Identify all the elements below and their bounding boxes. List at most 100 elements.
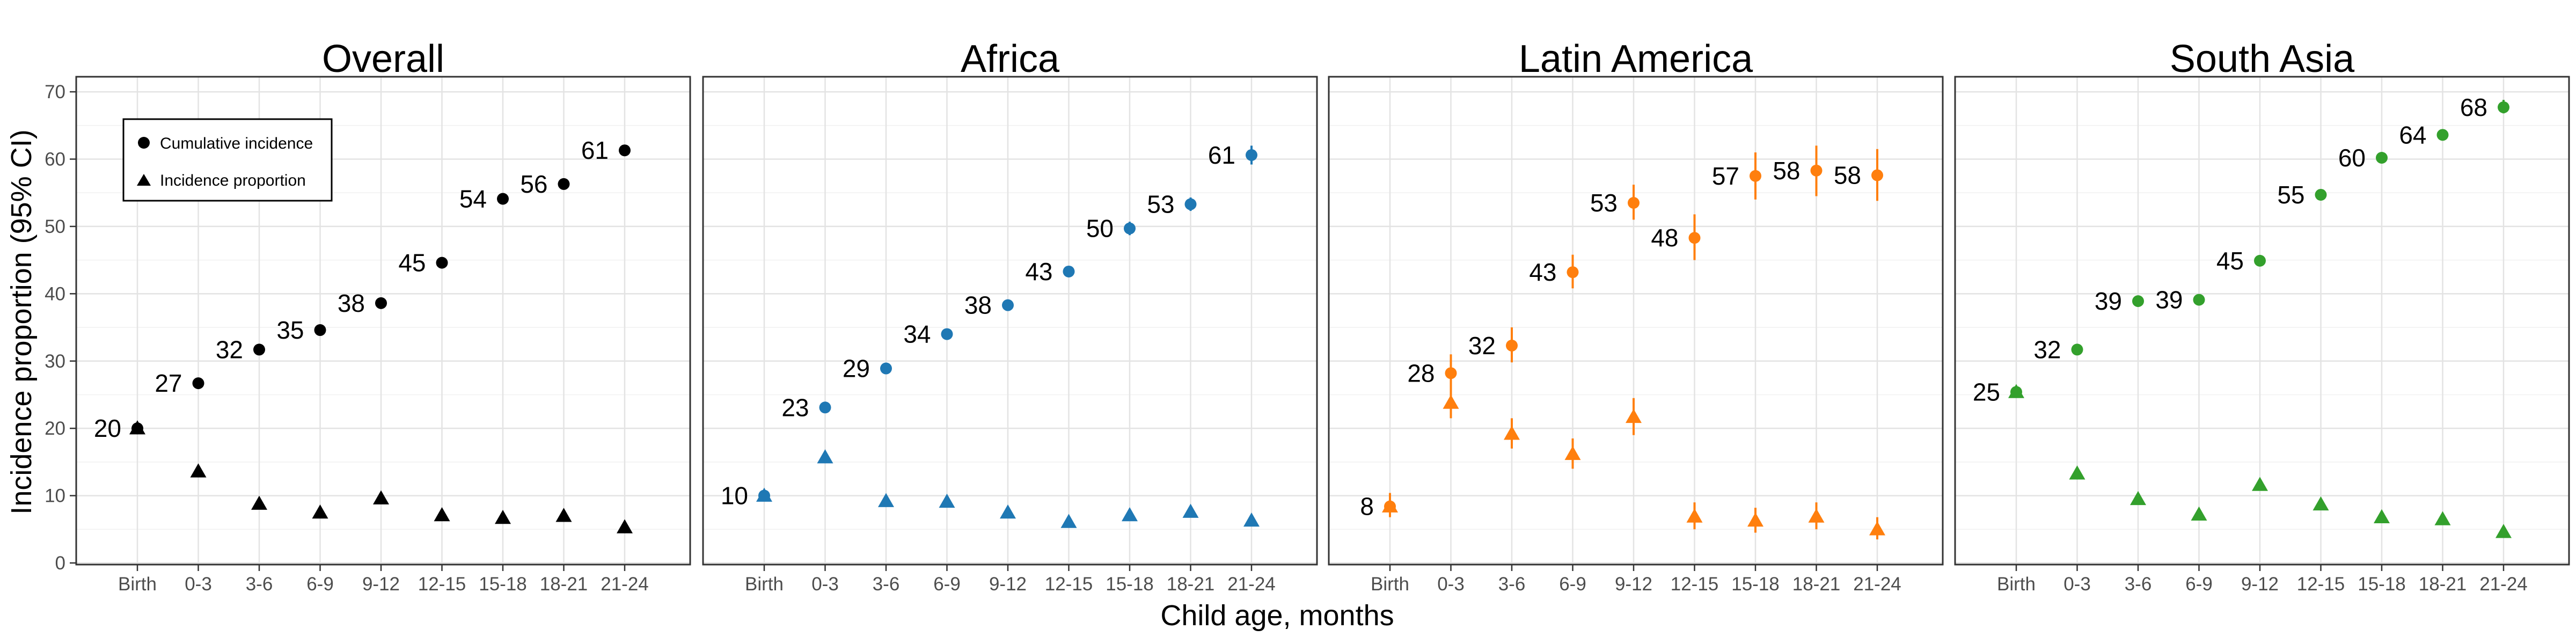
axis-ticks [70, 91, 2505, 571]
overall-cumulative-point-7 [558, 178, 570, 190]
latin-america-cumulative-point-6 [1750, 170, 1761, 182]
panel-frames [75, 76, 2570, 566]
overall-cumulative-label-0: 20 [94, 414, 121, 442]
overall-xtick-label-9-12: 9-12 [362, 574, 400, 595]
overall-incidence-point-8 [617, 519, 633, 533]
ytick-label-20: 20 [45, 418, 65, 439]
overall-cumulative-point-8 [619, 144, 631, 157]
overall-panel-frame [75, 76, 691, 566]
south-asia-cumulative-point-2 [2132, 295, 2144, 308]
latin-america-incidence-point-3 [1564, 445, 1581, 460]
overall-cumulative-label-4: 38 [338, 289, 365, 317]
overall-incidence-point-1 [190, 463, 207, 478]
africa-xtick-label-3-6: 3-6 [873, 574, 900, 595]
overall-xtick-label-3-6: 3-6 [246, 574, 273, 595]
overall-cumulative-label-7: 56 [520, 170, 547, 198]
africa-cumulative-point-6 [1124, 222, 1136, 235]
ytick-label-10: 10 [45, 486, 65, 507]
latin-america-incidence-point-6 [1747, 512, 1763, 527]
africa-cumulative-point-2 [880, 362, 892, 375]
south-asia-incidence-point-5 [2312, 496, 2329, 511]
overall-incidence-point-5 [434, 507, 450, 522]
overall-xtick-label-0-3: 0-3 [185, 574, 212, 595]
south-asia-cumulative-point-5 [2315, 188, 2327, 201]
overall-cumulative-point-6 [497, 193, 509, 205]
africa-cumulative-label-7: 53 [1147, 191, 1174, 218]
south-asia-xtick-label-birth: Birth [1997, 574, 2036, 595]
africa-cumulative-point-5 [1063, 265, 1075, 277]
africa-incidence-point-4 [1000, 504, 1016, 519]
ytick-label-50: 50 [45, 216, 65, 237]
latin-america-cumulative-point-4 [1628, 197, 1640, 209]
latin-america-cumulative-label-4: 53 [1590, 189, 1618, 217]
overall-xtick-label-12-15: 12-15 [418, 574, 466, 595]
south-asia-incidence-point-6 [2374, 509, 2390, 523]
y-axis-title: Incidence proportion (95% CI) [5, 129, 38, 514]
africa-xtick-label-12-15: 12-15 [1045, 574, 1093, 595]
south-asia-cumulative-point-3 [2193, 294, 2205, 306]
south-asia-cumulative-point-1 [2071, 343, 2083, 356]
overall-xtick-label-21-24: 21-24 [601, 574, 649, 595]
latin-america-xtick-label-21-24: 21-24 [1853, 574, 1901, 595]
overall-xtick-label-18-21: 18-21 [540, 574, 588, 595]
south-asia-xtick-label-3-6: 3-6 [2125, 574, 2152, 595]
africa-incidence-point-8 [1243, 512, 1260, 527]
africa-xtick-label-9-12: 9-12 [989, 574, 1027, 595]
latin-america-cumulative-label-1: 28 [1407, 359, 1435, 387]
latin-america-xtick-label-18-21: 18-21 [1792, 574, 1841, 595]
latin-america-xtick-label-15-18: 15-18 [1731, 574, 1780, 595]
africa-incidence-point-3 [939, 493, 955, 508]
latin-america-cumulative-point-8 [1871, 169, 1883, 181]
latin-america-cumulative-label-2: 32 [1468, 332, 1496, 360]
south-asia-cumulative-label-3: 39 [2155, 286, 2183, 314]
south-asia-cumulative-label-5: 55 [2277, 181, 2304, 209]
south-asia-incidence-point-8 [2496, 524, 2512, 538]
overall-cumulative-point-5 [436, 257, 448, 269]
africa-cumulative-label-5: 43 [1025, 258, 1052, 286]
latin-america-cumulative-label-7: 58 [1773, 157, 1800, 185]
overall-panel-title: Overall [322, 38, 444, 80]
africa-xtick-label-18-21: 18-21 [1167, 574, 1215, 595]
south-asia-cumulative-point-8 [2498, 101, 2509, 113]
africa-cumulative-label-0: 10 [721, 482, 748, 510]
south-asia-incidence-point-7 [2434, 511, 2451, 525]
overall-cumulative-point-3 [314, 324, 326, 336]
south-asia-cumulative-label-6: 60 [2338, 144, 2366, 172]
africa-cumulative-point-3 [941, 328, 953, 340]
africa-xtick-label-birth: Birth [745, 574, 784, 595]
africa-cumulative-label-8: 61 [1208, 141, 1235, 169]
south-asia-incidence-point-3 [2191, 506, 2207, 521]
latin-america-cumulative-label-5: 48 [1651, 224, 1678, 252]
overall-incidence-point-2 [251, 495, 267, 510]
africa-incidence-point-7 [1182, 503, 1199, 518]
latin-america-cumulative-point-0 [1384, 500, 1396, 513]
south-asia-incidence-point-1 [2069, 465, 2085, 480]
overall-cumulative-label-8: 61 [581, 136, 609, 164]
south-asia-xtick-label-21-24: 21-24 [2479, 574, 2528, 595]
south-asia-xtick-label-15-18: 15-18 [2358, 574, 2406, 595]
africa-cumulative-point-8 [1246, 149, 1257, 161]
latin-america-xtick-label-0-3: 0-3 [1437, 574, 1465, 595]
latin-america-xtick-label-3-6: 3-6 [1498, 574, 1526, 595]
legend-cumulative-label: Cumulative incidence [160, 135, 313, 152]
africa-cumulative-label-4: 38 [964, 291, 992, 319]
ytick-label-40: 40 [45, 283, 65, 304]
ytick-label-0: 0 [55, 553, 65, 574]
ytick-label-30: 30 [45, 351, 65, 372]
latin-america-xtick-label-12-15: 12-15 [1671, 574, 1719, 595]
africa-cumulative-point-7 [1184, 198, 1197, 210]
latin-america-panel-frame [1328, 76, 1944, 566]
south-asia-xtick-label-9-12: 9-12 [2241, 574, 2279, 595]
south-asia-cumulative-label-4: 45 [2216, 247, 2244, 275]
africa-incidence-point-1 [817, 449, 833, 464]
south-asia-xtick-label-0-3: 0-3 [2063, 574, 2091, 595]
south-asia-cumulative-point-4 [2254, 254, 2266, 267]
latin-america-cumulative-point-2 [1506, 339, 1518, 352]
overall-cumulative-label-3: 35 [276, 316, 304, 344]
latin-america-panel-title: Latin America [1519, 38, 1753, 80]
text-layer: Overall Birth 0-3 3-6 6-9 9-12 12-15 15-18 18-21… [45, 38, 2528, 595]
africa-xtick-label-21-24: 21-24 [1227, 574, 1276, 595]
latin-america-cumulative-point-1 [1445, 367, 1457, 379]
overall-xtick-label-6-9: 6-9 [306, 574, 334, 595]
